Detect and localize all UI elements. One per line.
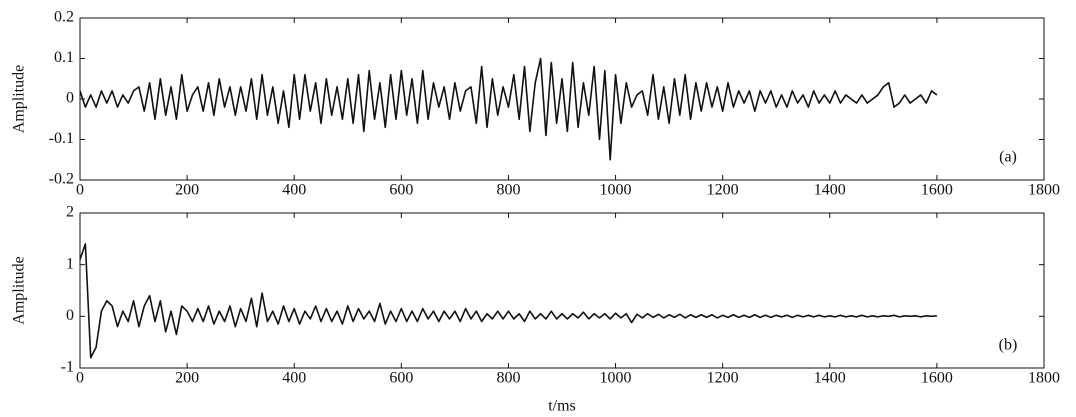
x-tick-label: 1800	[1028, 370, 1060, 387]
y-tick-label: 0.2	[54, 9, 74, 26]
x-tick-label: 400	[282, 370, 306, 387]
x-tick-label: 1800	[1028, 182, 1060, 199]
x-tick-label: 1600	[921, 182, 953, 199]
signal-trace	[79, 243, 937, 359]
y-tick-label: 0	[66, 307, 74, 324]
x-tick-label: 800	[496, 182, 520, 199]
plot-frame	[79, 212, 1045, 369]
y-tick-label: 0.1	[54, 49, 74, 66]
x-tick-label: 1400	[814, 182, 846, 199]
x-tick-label: 200	[175, 182, 199, 199]
x-tick-label: 0	[76, 182, 84, 199]
y-tick-label: -0.2	[49, 171, 74, 188]
y-tick-label: 2	[66, 204, 74, 221]
y-axis-label: Amplitude	[11, 256, 28, 324]
x-axis-label: t/ms	[548, 398, 576, 415]
x-tick-label: 1600	[921, 370, 953, 387]
x-tick-label: 600	[389, 182, 413, 199]
y-tick-label: 0	[66, 90, 74, 107]
y-tick-label: -1	[61, 359, 74, 376]
x-tick-label: 0	[76, 370, 84, 387]
signal-trace	[79, 57, 938, 161]
x-tick-label: 800	[496, 370, 520, 387]
x-tick-label: 600	[389, 370, 413, 387]
x-tick-label: 1200	[707, 182, 739, 199]
y-axis-label: Amplitude	[11, 65, 28, 133]
x-tick-label: 1000	[600, 182, 632, 199]
panel-label: (a)	[999, 149, 1017, 166]
y-tick-label: -0.1	[49, 130, 74, 147]
plot-frame	[79, 17, 1045, 181]
x-tick-label: 200	[175, 370, 199, 387]
x-tick-label: 400	[282, 182, 306, 199]
x-tick-label: 1200	[707, 370, 739, 387]
x-tick-label: 1400	[814, 370, 846, 387]
x-tick-label: 1000	[600, 370, 632, 387]
y-tick-label: 1	[66, 255, 74, 272]
panel-label: (b)	[999, 337, 1018, 354]
